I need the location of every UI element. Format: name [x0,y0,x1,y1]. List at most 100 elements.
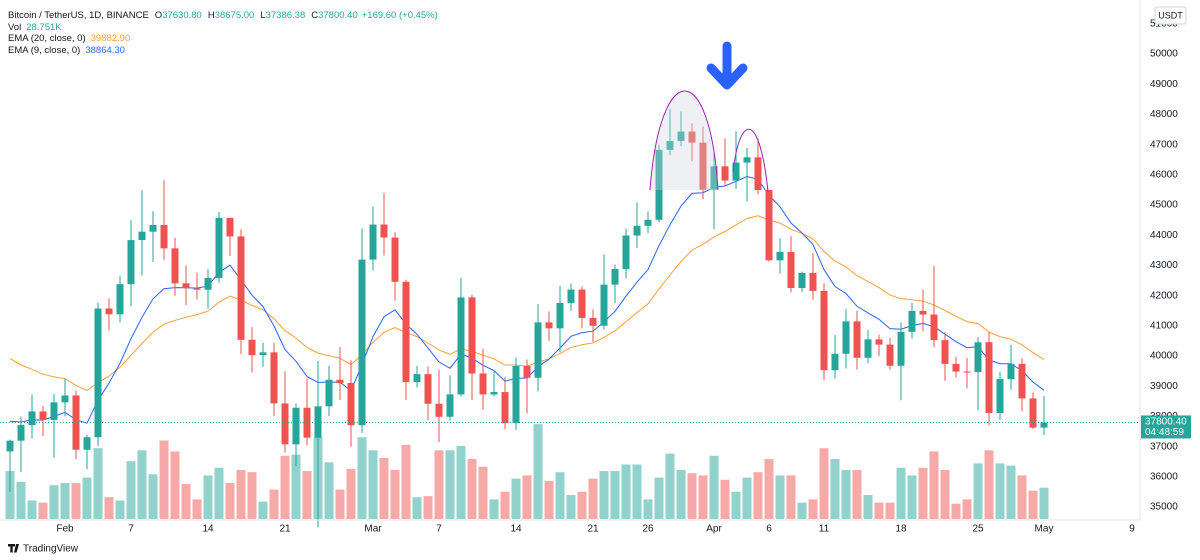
volume-bar [731,491,741,519]
volume-bar [566,495,576,519]
volume-bar [588,478,598,519]
legend: Bitcoin / TetherUS, 1D, BINANCE O37630.80… [8,10,438,56]
y-tick-label: 36000 [1150,471,1178,482]
currency: USDT [1158,10,1183,20]
candle-body [380,224,388,238]
currency-box [1154,6,1187,25]
candle-body [952,363,960,372]
change: +169.60 (+0.45%) [362,10,438,21]
legend-value: 38864.30 [85,45,125,56]
candle-body [600,284,608,326]
volume-bar [236,469,246,519]
volume-bar [511,478,521,519]
candle-body [281,403,289,445]
volume-bar [929,451,939,519]
volume-bar [126,461,136,519]
candle-body [457,297,465,395]
candle-body [193,288,201,290]
candle-body [292,407,300,445]
candle-body [391,237,399,282]
volume-bar [269,489,279,519]
candle-body [270,352,278,404]
candle-body [655,149,663,220]
y-tick-label: 40000 [1150,351,1178,362]
candle-body [776,252,784,261]
candle-body [39,411,47,421]
x-tick-label: 26 [642,524,654,535]
candle-body [402,281,410,383]
candle-body [105,308,113,315]
volume-bar [676,469,686,519]
volume-bar [577,491,587,519]
candle-body [556,302,564,329]
annotation [649,41,769,193]
volume-bar [225,483,235,519]
x-tick-label: 9 [1129,524,1135,535]
candle-body [688,131,696,143]
candle-body [699,142,707,190]
volume-bar [60,483,70,519]
volume-bar [621,464,631,519]
volume-bar [412,497,422,519]
candle-body [633,225,641,236]
volume-bar [181,484,191,519]
candle-body [666,140,674,150]
candle-body [743,157,751,163]
candle-body [567,289,575,303]
candle-body [490,392,498,395]
x-tick-label: 18 [895,524,907,535]
volume-bar [632,464,642,519]
candle-body [831,353,839,371]
volume-bar [1039,487,1049,519]
volume-bar [533,424,543,519]
volume-bar [203,475,213,519]
volume-bar [863,495,873,519]
y-tick-label: 46000 [1150,169,1178,180]
candle-body [842,321,850,354]
candle-body [83,437,91,450]
candle-body [501,392,509,424]
volume-bar [423,496,433,519]
arrow-head [706,63,748,90]
legend-value: 39882.90 [91,33,131,44]
y-tick-label: 35000 [1150,502,1178,513]
candle-body [721,166,729,181]
x-tick-label: 25 [972,524,984,535]
volume-bar [797,502,807,519]
volume-bar [687,473,697,519]
candle-body [369,224,377,260]
volume-bar [786,475,796,519]
candle-body [61,395,69,403]
volume-bar [1028,490,1038,519]
volume-bar [599,471,609,519]
x-tick-label: 7 [436,524,442,535]
y-tick-label: 37000 [1150,441,1178,452]
candle-body [336,379,344,384]
volume-bar [368,450,378,519]
volume-bar [258,501,268,519]
volume-bar [654,477,664,519]
ema-legend: EMA (9, close, 0) 38864.30 [8,45,125,56]
x-tick-label: 6 [766,524,772,535]
candle-body [424,374,432,404]
candle-body [710,166,718,190]
candle-body [523,365,531,378]
volume-bar [82,477,92,519]
candle-body [787,252,795,289]
volume-bar [995,463,1005,519]
x-tick-label: Mar [364,524,382,535]
y-tick-label: 44000 [1150,230,1178,241]
volume-bar [5,471,15,519]
candle-body [798,272,806,289]
candle-body [996,379,1004,414]
volume-bar [709,455,719,519]
volume-bar [434,450,444,519]
y-tick-label: 47000 [1150,139,1178,150]
volume-bar [16,481,26,519]
candle-body [347,383,355,426]
candle-body [732,162,740,181]
x-tick-label: 14 [202,524,214,535]
y-tick-label: 41000 [1150,320,1178,331]
legend-name: EMA (9, close, 0) [8,45,80,56]
